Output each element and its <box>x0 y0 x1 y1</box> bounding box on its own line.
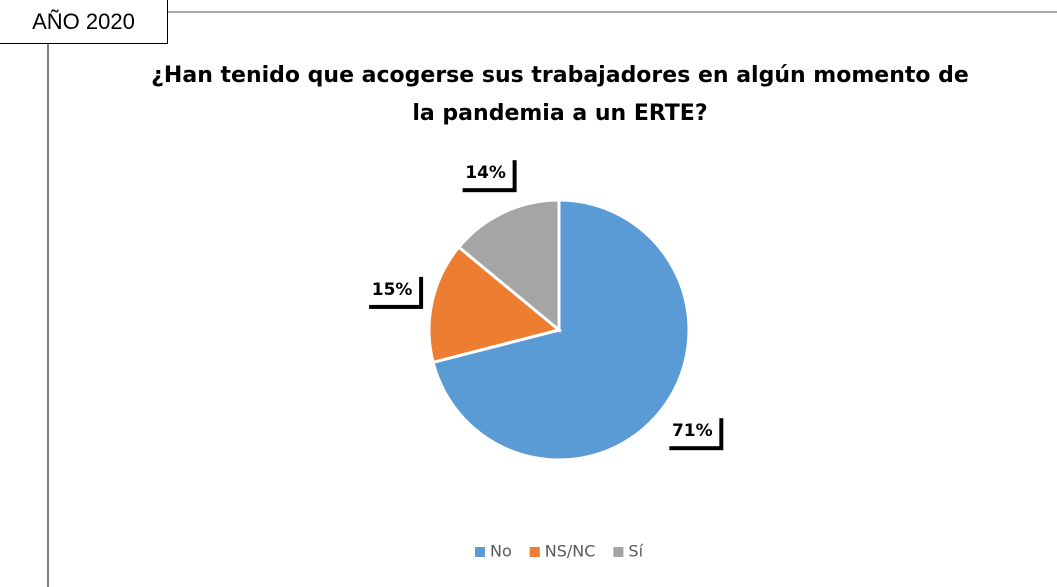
data-label-text: 15% <box>372 280 413 300</box>
data-label-text: 71% <box>672 421 713 441</box>
label-box <box>458 156 513 189</box>
legend: No NS/NC Sí <box>474 542 644 561</box>
label-box <box>665 414 720 447</box>
data-label-text: 14% <box>465 163 506 183</box>
legend-swatch <box>474 547 485 557</box>
data-label: 71% <box>665 414 724 451</box>
legend-label: Sí <box>628 542 643 561</box>
legend-swatch <box>529 547 540 557</box>
header-box: AÑO 2020 <box>0 0 168 44</box>
data-label: 15% <box>365 272 424 309</box>
data-label: 14% <box>458 156 517 193</box>
label-box <box>365 272 420 305</box>
chart-title: ¿Han tenido que acogerse sus trabajadore… <box>151 63 969 126</box>
pie-slice <box>427 245 563 365</box>
pie-slice <box>456 198 561 334</box>
legend-swatch <box>613 547 624 557</box>
legend-label: NS/NC <box>545 542 596 561</box>
legend-label: No <box>490 542 512 561</box>
